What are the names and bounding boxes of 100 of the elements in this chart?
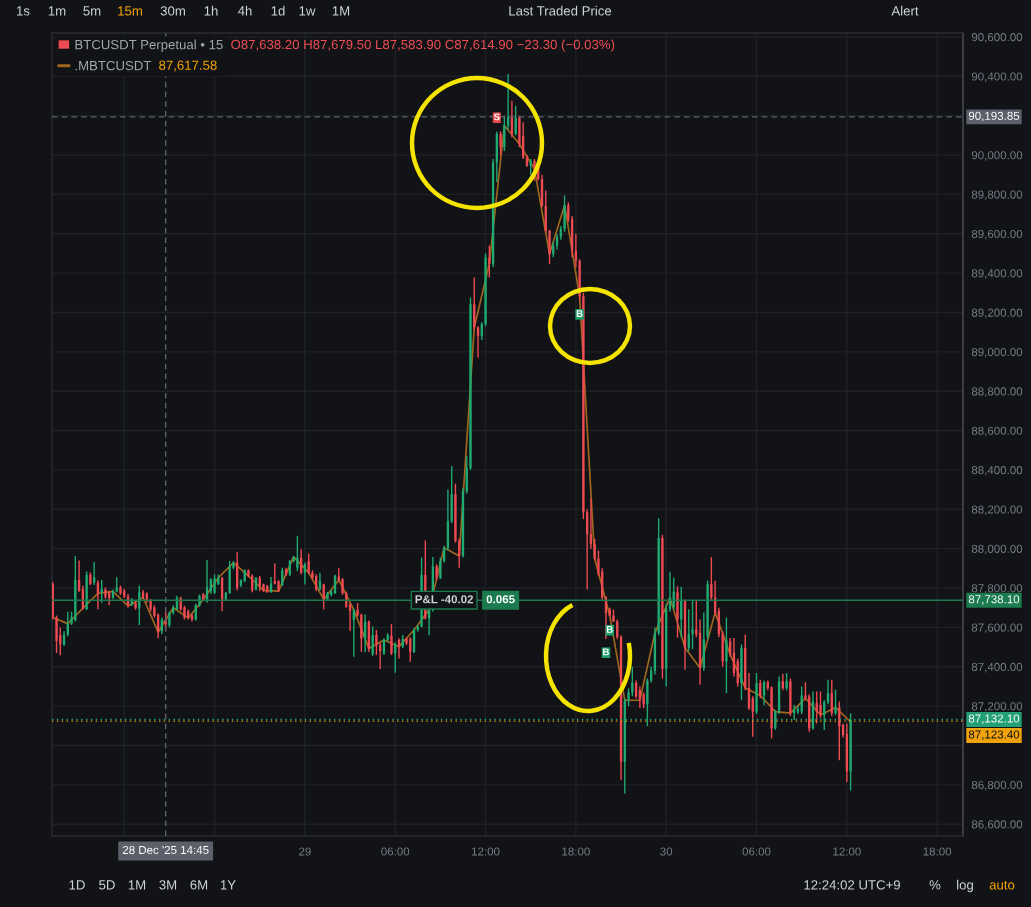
candlestick [676, 585, 679, 639]
y-tick-label: 88,800.00 [971, 387, 1023, 397]
text: Alert [891, 5, 919, 16]
x-tick-label: 12:00 [833, 847, 861, 856]
candlestick [92, 561, 96, 586]
text: 1s [17, 6, 30, 16]
text: 1m [48, 6, 66, 16]
annotation: 0.065 [486, 595, 515, 604]
y-tick-label: 86,800.00 [971, 780, 1023, 791]
text: 1w [299, 6, 316, 16]
text: log [957, 879, 973, 893]
candlestick [725, 616, 728, 694]
candlestick [213, 573, 216, 595]
candlestick [390, 623, 393, 656]
candlestick [796, 705, 800, 715]
text: 30m [160, 6, 185, 16]
y-tick-label: 86,600.00 [971, 820, 1023, 830]
text: 1D [69, 880, 85, 890]
candlestick [360, 612, 363, 653]
y-tick-label: 88,400.00 [971, 466, 1023, 476]
candlestick [476, 325, 480, 359]
candlestick [627, 687, 630, 707]
candlestick [435, 563, 438, 581]
y-tick-label: 87,400.00 [971, 662, 1023, 673]
candlestick [729, 637, 732, 658]
candlestick [104, 586, 107, 600]
candlestick [819, 690, 822, 719]
y-tick-label: 88,200.00 [971, 505, 1023, 515]
text: auto [989, 880, 1015, 890]
y-tick-label: 89,800.00 [971, 190, 1023, 201]
x-tick-label: 18:00 [923, 847, 952, 856]
x-tick-label: 30 [660, 847, 673, 856]
text: 1d [271, 5, 285, 16]
ref-line-label: 87,123.40 [968, 730, 1020, 740]
candlestick [770, 685, 773, 740]
text: 1h [204, 5, 218, 16]
candlestick [691, 600, 694, 650]
candlestick [469, 296, 472, 471]
candlestick [55, 614, 58, 654]
y-tick-label: 89,600.00 [971, 229, 1023, 240]
y-tick-label: 87,200.00 [971, 702, 1023, 712]
ref-line-label: 90,193.85 [968, 111, 1020, 122]
y-tick-label: 90,000.00 [971, 151, 1023, 161]
ref-line-label: 28 Dec '25 14:45 [122, 845, 209, 855]
candlestick [548, 229, 551, 265]
annotation: S [493, 113, 500, 121]
text: 4h [237, 5, 252, 16]
x-tick-label: 12:00 [472, 847, 500, 856]
candlestick [499, 130, 502, 156]
candlestick [661, 534, 664, 680]
candlestick [755, 672, 758, 715]
text: % [929, 880, 941, 890]
candlestick [262, 582, 265, 593]
text: 3M [159, 880, 177, 890]
candlestick [198, 593, 201, 608]
candlestick [740, 643, 743, 701]
y-tick-label: 90,600.00 [971, 33, 1023, 43]
candlestick [341, 577, 344, 596]
candlestick [348, 602, 352, 632]
candlestick [514, 105, 517, 137]
text: 6M [190, 880, 208, 890]
candlestick [303, 561, 307, 586]
text: 12:24:02 UTC+9 [804, 880, 900, 890]
candlestick [695, 600, 698, 638]
candlestick [751, 695, 754, 738]
y-tick-label: 87,800.00 [971, 584, 1023, 594]
annotation: O87,638.20 H87,679.50 L87,583.90 C87,614.90 −23.30 (−0.03%) [231, 39, 615, 52]
x-tick-label: 06:00 [742, 847, 771, 856]
annotation: B [576, 310, 583, 317]
candlestick [326, 591, 329, 602]
ref-line-label: 87,738.10 [968, 595, 1020, 605]
legend-label: .MBTCUSDT [75, 60, 152, 71]
legend-label: BTCUSDT Perpetual • 15 [75, 39, 223, 52]
text: 5m [83, 6, 101, 16]
candlestick [454, 483, 457, 544]
candlestick [247, 568, 250, 578]
annotation: P&L -40.02 [415, 595, 474, 604]
ref-line-label: 87,132.10 [968, 714, 1020, 724]
y-tick-label: 88,600.00 [971, 426, 1023, 437]
candlestick [789, 677, 792, 717]
annotation: B [606, 626, 613, 633]
y-tick-label: 89,000.00 [971, 347, 1023, 358]
candlestick [371, 625, 374, 657]
candlestick [484, 252, 487, 327]
text: 15m [118, 6, 142, 16]
candlestick [119, 584, 122, 596]
candlestick [52, 581, 54, 621]
text: 1M [332, 6, 350, 16]
candlestick [134, 600, 137, 611]
x-tick-label: 29 [299, 847, 311, 856]
y-tick-label: 89,200.00 [971, 308, 1023, 319]
x-tick-label: 06:00 [381, 847, 410, 856]
text: 5D [99, 880, 115, 890]
text: Last Traded Price [509, 5, 612, 16]
candlestick [815, 690, 818, 725]
candlestick [785, 672, 788, 692]
candlestick [89, 571, 92, 586]
candlestick [296, 535, 299, 572]
annotation: 87,617.58 [159, 60, 217, 72]
y-tick-label: 89,400.00 [971, 269, 1023, 279]
